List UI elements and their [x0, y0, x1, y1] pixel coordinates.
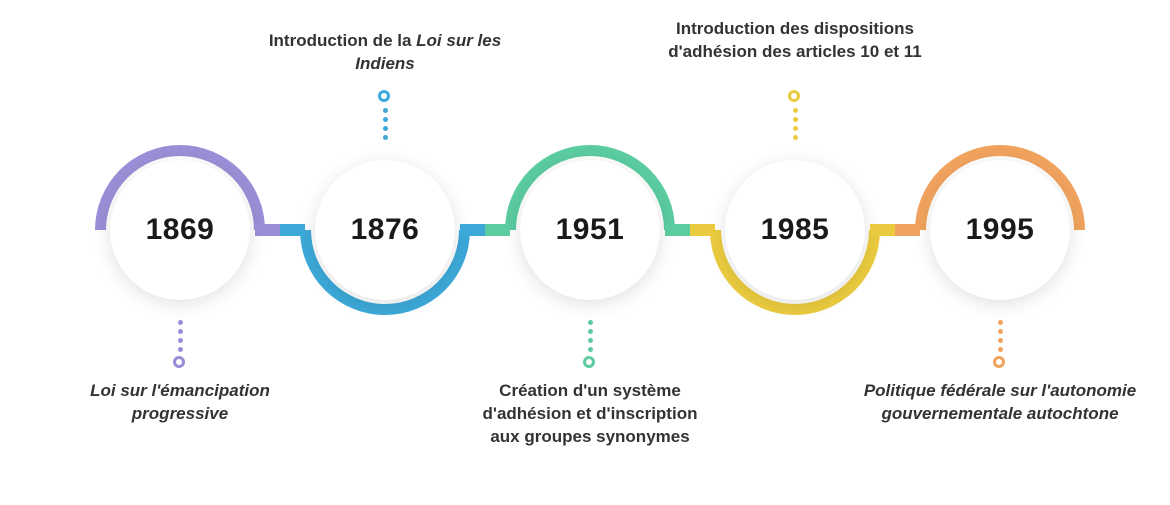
connector-dot-icon	[173, 356, 185, 368]
year-label: 1985	[761, 213, 830, 247]
year-label: 1869	[146, 213, 215, 247]
timeline-node-1995: 1995	[915, 145, 1085, 315]
bridge-2-3	[460, 224, 510, 236]
event-label-1951: Création d'un système d'adhésion et d'in…	[470, 380, 710, 449]
connector-dot-icon	[583, 356, 595, 368]
event-label-1985: Introduction des dispositions d'adhésion…	[665, 18, 925, 64]
year-label: 1995	[966, 213, 1035, 247]
event-label-1995: Politique fédérale sur l'autonomie gouve…	[850, 380, 1150, 426]
timeline-container: 1869 Loi sur l'émancipation progressive …	[0, 0, 1170, 505]
year-label: 1951	[556, 213, 625, 247]
bridge-3-4	[665, 224, 715, 236]
connector-dot-icon	[993, 356, 1005, 368]
timeline-node-1869: 1869	[95, 145, 265, 315]
event-label-1876: Introduction de la Loi sur les Indiens	[265, 30, 505, 76]
connector-dot-icon	[378, 90, 390, 102]
timeline-node-1876: 1876	[300, 145, 470, 315]
connector-dot-icon	[788, 90, 800, 102]
bridge-4-5	[870, 224, 920, 236]
event-label-1869: Loi sur l'émancipation progressive	[80, 380, 280, 426]
timeline-node-1985: 1985	[710, 145, 880, 315]
year-label: 1876	[351, 213, 420, 247]
bridge-1-2	[255, 224, 305, 236]
timeline-node-1951: 1951	[505, 145, 675, 315]
